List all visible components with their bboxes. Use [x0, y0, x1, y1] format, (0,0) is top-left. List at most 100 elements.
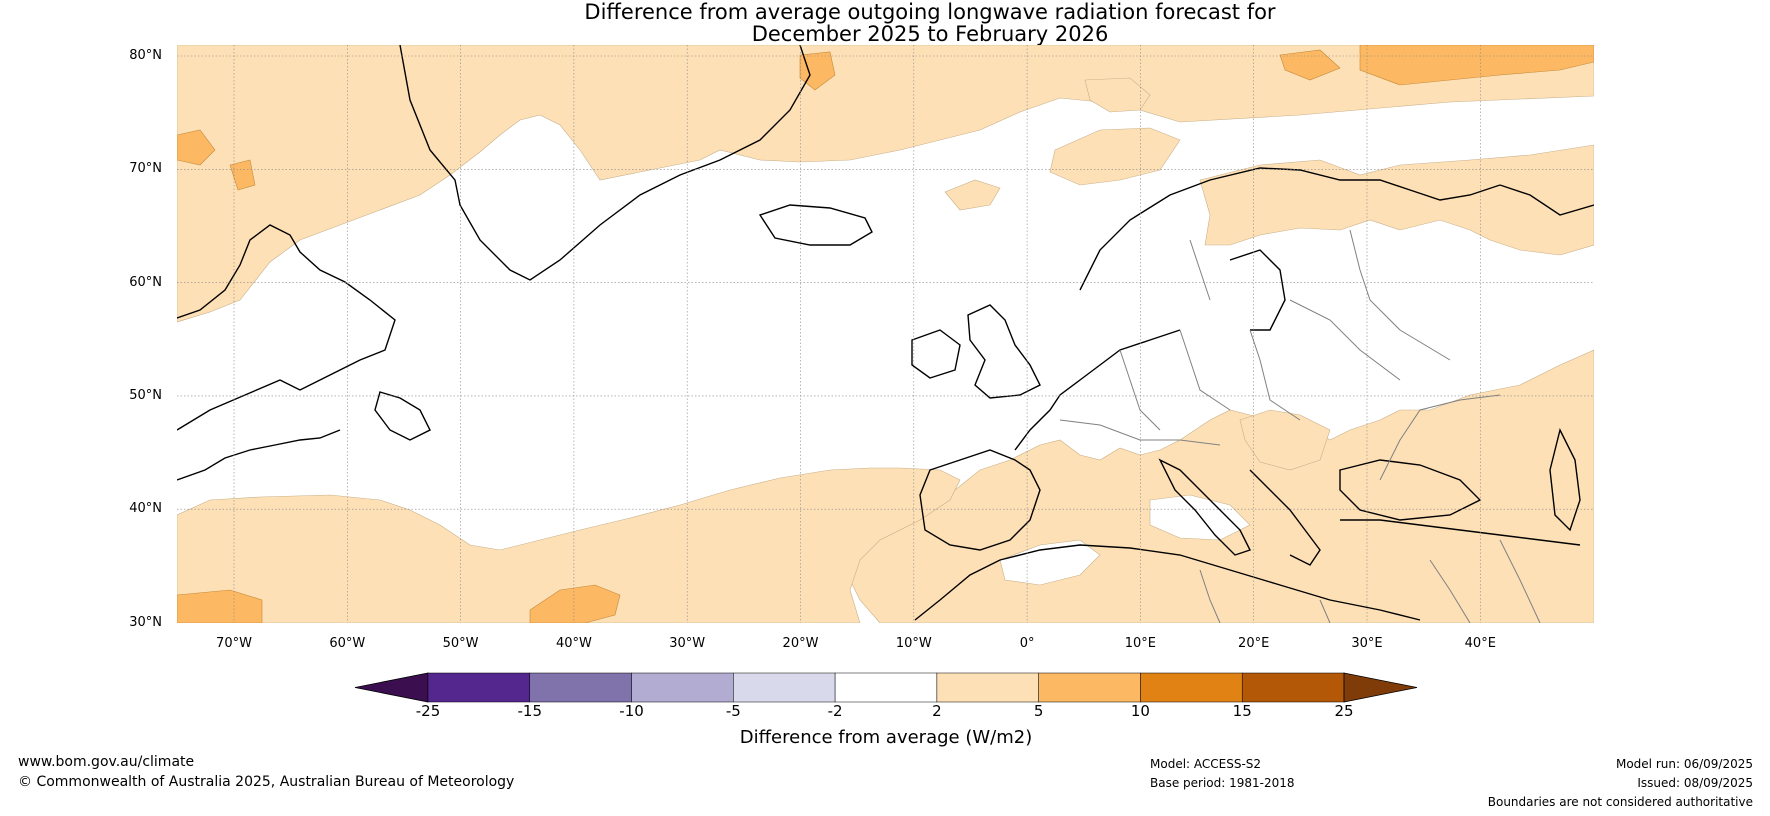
map-title-line1: Difference from average outgoing longwav… — [584, 0, 1276, 24]
longitude-label: 30°E — [1351, 636, 1383, 651]
legend-extend-low — [354, 672, 429, 703]
legend-color-swatch — [834, 672, 938, 703]
legend-tick-label: 15 — [1232, 702, 1252, 720]
longitude-label: 20°E — [1238, 636, 1270, 651]
latitude-label: 50°N — [129, 387, 162, 403]
legend-tick-label: 5 — [1033, 702, 1044, 720]
coast-black-sea — [1339, 459, 1482, 521]
coast-baltic — [1229, 249, 1286, 331]
latitude-label: 40°N — [129, 501, 162, 517]
footer-issued: Issued: 08/09/2025 — [1637, 776, 1753, 790]
anomaly-region-arctic-ne — [1279, 49, 1341, 81]
latitude-label: 70°N — [129, 161, 162, 177]
legend-color-swatch — [1241, 672, 1345, 703]
longitude-label: 30°W — [669, 636, 706, 651]
legend-color-swatch — [1038, 672, 1141, 703]
longitude-label: 10°W — [895, 636, 932, 651]
coast-turkey — [1340, 519, 1581, 546]
legend-tick-label: -25 — [415, 702, 441, 720]
border-c — [1249, 329, 1301, 421]
legend-color-swatch — [1140, 672, 1243, 703]
anomaly-region-balkans — [1239, 409, 1331, 471]
legend-color-swatch — [631, 672, 734, 703]
footer-base-period: Base period: 1981-2018 — [1150, 776, 1295, 790]
legend-extend-high — [1343, 672, 1418, 703]
legend-tick-label: 2 — [932, 702, 942, 720]
border-e — [1349, 229, 1451, 361]
neutral-region-mediterranean-east — [999, 539, 1101, 586]
footer-website: www.bom.gov.au/climate — [18, 754, 195, 770]
longitude-label: 60°W — [329, 636, 366, 651]
coast-labrador — [177, 224, 396, 431]
longitude-label: 40°E — [1464, 636, 1496, 651]
legend-color-swatch — [936, 672, 1039, 703]
anomaly-region-svalbard-sea — [1084, 77, 1151, 113]
longitude-label: 10°E — [1124, 636, 1157, 651]
anomaly-region-canada-north — [177, 129, 216, 166]
legend-tick-label: -10 — [619, 702, 644, 720]
coast-caspian — [1549, 427, 1581, 532]
longitude-label: 70°W — [216, 636, 252, 651]
border-k — [1319, 599, 1331, 623]
longitude-label: 50°W — [442, 636, 479, 651]
coast-iceland — [758, 204, 873, 246]
border-d — [1289, 299, 1401, 381]
border-l — [1499, 539, 1541, 623]
anomaly-region-atlantic-south-b — [529, 584, 621, 623]
footer-model-run: Model run: 06/09/2025 — [1615, 757, 1753, 771]
border-i — [1429, 559, 1471, 623]
coast-great-britain — [967, 304, 1041, 399]
legend-title: Difference from average (W/m2) — [739, 727, 1033, 748]
footer-copyright: © Commonwealth of Australia 2025, Austra… — [18, 774, 515, 790]
border-f — [1189, 239, 1211, 301]
legend-tick-label: 10 — [1130, 702, 1150, 720]
legend-colorbar — [354, 672, 1418, 703]
anomaly-region-scandinavia — [1199, 144, 1594, 256]
country-borders — [1059, 229, 1541, 623]
coast-europe-west — [1014, 329, 1181, 451]
neutral-region-black-sea — [1149, 494, 1251, 541]
coast-iberia — [919, 449, 1041, 551]
coast-italy — [1158, 458, 1251, 556]
coast-ireland — [911, 329, 961, 379]
latitude-label: 30°N — [129, 614, 162, 630]
legend-tick-label: -15 — [517, 702, 543, 720]
legend-tick-label: 25 — [1334, 702, 1354, 720]
legend-color-swatch — [733, 672, 836, 703]
coast-balkans-greece — [1249, 469, 1321, 566]
anomaly-fill-2-to-5 — [177, 45, 1594, 623]
border-g — [1059, 419, 1221, 446]
border-h — [1379, 394, 1501, 481]
anomaly-region-atlantic-south — [177, 467, 961, 623]
anomaly-region-norwegian-sea — [1049, 127, 1181, 186]
anomaly-region-canada-west — [229, 159, 256, 191]
border-b — [1179, 329, 1231, 411]
longitude-label: 40°W — [555, 636, 592, 651]
coast-greenland — [399, 45, 811, 281]
border-a — [1119, 349, 1161, 431]
anomaly-region-atlantic-south-a — [177, 589, 263, 623]
longitude-label: 20°W — [782, 636, 819, 651]
anomaly-fill-5-to-10 — [177, 45, 1594, 623]
latitude-label: 80°N — [129, 48, 162, 63]
graticule — [177, 45, 1594, 623]
map-plot-area — [177, 45, 1594, 623]
border-j — [1199, 569, 1221, 623]
coast-russia-north — [1499, 184, 1594, 216]
longitude-label: 0° — [1019, 636, 1035, 651]
anomaly-fill-neutral — [999, 494, 1251, 586]
anomaly-region-greenland-north — [799, 51, 836, 91]
coast-north-africa — [914, 544, 1421, 621]
coastlines — [177, 45, 1594, 621]
anomaly-region-svalbard — [1359, 45, 1594, 86]
legend-color-swatch — [529, 672, 632, 703]
legend-tick-label: -2 — [827, 702, 843, 720]
map-title-line2: December 2025 to February 2026 — [751, 22, 1109, 46]
coast-scandinavia — [1079, 167, 1501, 291]
footer-model: Model: ACCESS-S2 — [1150, 757, 1262, 771]
coast-newfoundland — [374, 391, 431, 441]
anomaly-region-iceland-north — [944, 179, 1001, 211]
latitude-label: 60°N — [129, 274, 162, 290]
coast-north-america-south — [177, 429, 341, 481]
